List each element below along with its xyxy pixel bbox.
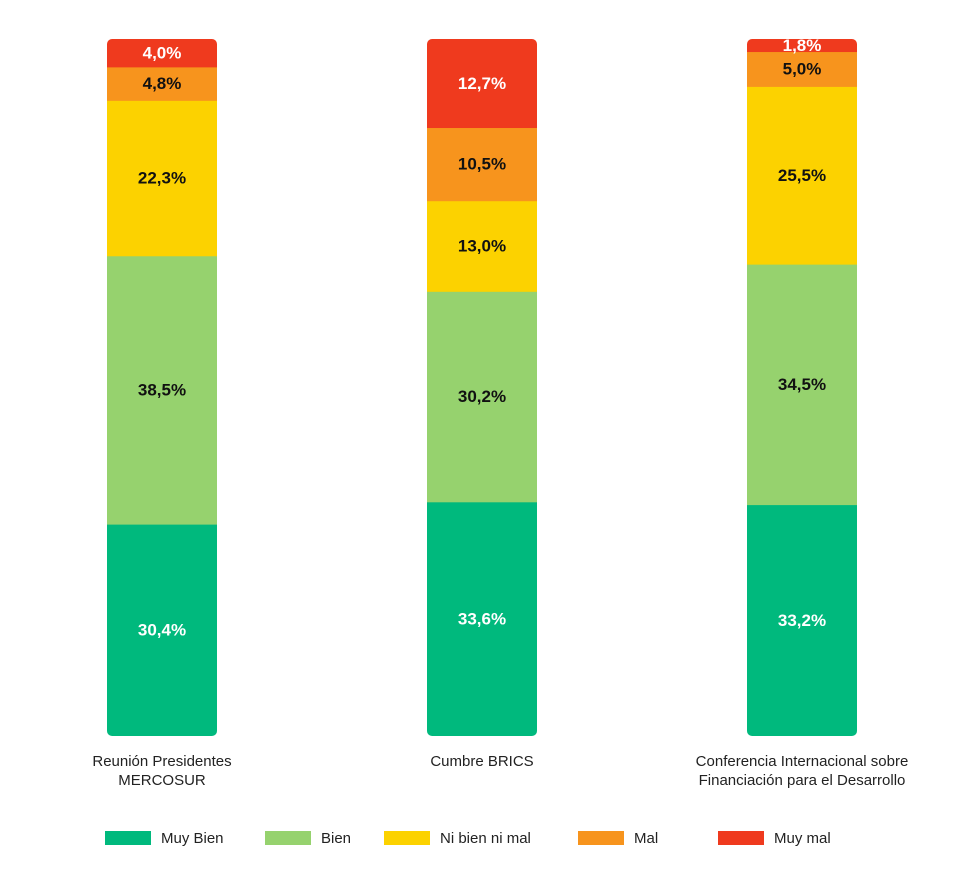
bar-segment-mal-1 xyxy=(107,66,217,101)
data-label-ni-bien-ni-mal-3: 25,5% xyxy=(778,166,826,185)
data-label-mal-3: 5,0% xyxy=(783,59,822,78)
category-label-3-line-2: Financiación para el Desarrollo xyxy=(699,772,906,789)
legend-label-bien: Bien xyxy=(321,829,352,847)
legend-swatch-muy-bien xyxy=(105,831,151,845)
legend-swatch-muy-mal xyxy=(718,831,764,845)
category-label-2: Cumbre BRICS xyxy=(430,753,533,770)
legend-label-ni-bien-ni-mal: Ni bien ni mal xyxy=(440,829,531,847)
data-label-bien-1: 38,5% xyxy=(138,380,186,399)
bar-segment-bien-2 xyxy=(427,291,537,503)
legend-label-mal: Mal xyxy=(634,829,659,847)
legend-item-muy-mal: Muy mal xyxy=(718,826,831,850)
data-label-muy-mal-3: 1,8% xyxy=(783,36,822,55)
legend-item-mal: Mal xyxy=(578,826,658,850)
bar-segment-ni-bien-ni-mal-1 xyxy=(107,100,217,257)
data-label-muy-bien-2: 33,6% xyxy=(458,609,506,628)
legend-label-muy-mal: Muy mal xyxy=(774,829,831,847)
bar-segment-mal-3 xyxy=(747,51,857,87)
legend-item-muy-bien: Muy Bien xyxy=(105,826,224,850)
legend-label-muy-bien: Muy Bien xyxy=(161,829,224,847)
legend-swatch-bien xyxy=(265,831,311,845)
data-label-mal-2: 10,5% xyxy=(458,155,506,174)
data-label-muy-bien-1: 30,4% xyxy=(138,621,186,640)
bar-segment-muy-bien-3 xyxy=(747,504,857,736)
bar-segment-ni-bien-ni-mal-3 xyxy=(747,86,857,265)
legend-swatch-mal xyxy=(578,831,624,845)
category-label-3-line-1: Conferencia Internacional sobre xyxy=(696,753,909,770)
category-label-1-line-2: MERCOSUR xyxy=(118,772,206,789)
bar-segment-bien-3 xyxy=(747,264,857,506)
chart-legend: Muy Bien Bien Ni bien ni mal Mal Muy mal xyxy=(0,826,980,850)
bar-segment-mal-2 xyxy=(427,127,537,202)
bar-segment-muy-bien-2 xyxy=(427,501,537,736)
data-label-muy-mal-1: 4,0% xyxy=(143,43,182,62)
legend-item-bien: Bien xyxy=(265,826,351,850)
legend-swatch-ni-bien-ni-mal xyxy=(384,831,430,845)
data-label-bien-2: 30,2% xyxy=(458,387,506,406)
data-label-bien-3: 34,5% xyxy=(778,375,826,394)
bar-segment-muy-mal-2 xyxy=(427,39,537,129)
data-label-muy-bien-3: 33,2% xyxy=(778,611,826,630)
data-label-mal-1: 4,8% xyxy=(143,74,182,93)
legend-item-ni-bien-ni-mal: Ni bien ni mal xyxy=(384,826,531,850)
bar-segment-bien-1 xyxy=(107,255,217,525)
category-label-1-line-1: Reunión Presidentes xyxy=(92,753,231,770)
bar-stack-2 xyxy=(427,39,537,736)
bar-segment-muy-mal-1 xyxy=(107,39,217,68)
data-label-ni-bien-ni-mal-1: 22,3% xyxy=(138,169,186,188)
data-label-muy-mal-2: 12,7% xyxy=(458,74,506,93)
bar-segment-muy-mal-3 xyxy=(747,39,857,53)
bar-stack-1 xyxy=(107,39,217,736)
bar-segment-ni-bien-ni-mal-2 xyxy=(427,200,537,292)
data-label-ni-bien-ni-mal-2: 13,0% xyxy=(458,237,506,256)
bar-stack-3 xyxy=(747,39,857,736)
bar-segment-muy-bien-1 xyxy=(107,524,217,736)
